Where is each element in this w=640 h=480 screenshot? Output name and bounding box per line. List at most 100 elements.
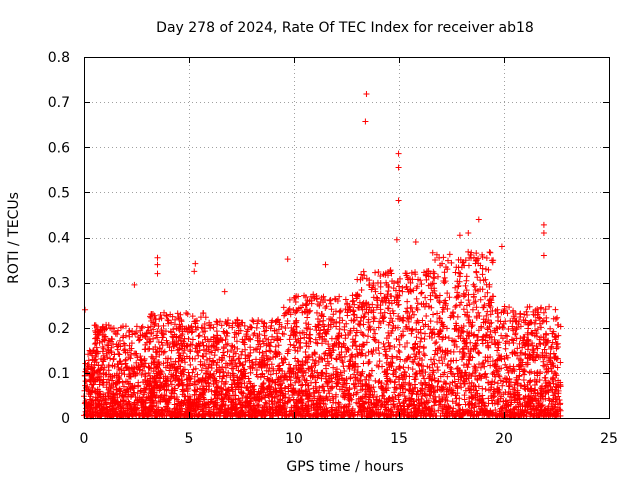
data-point bbox=[228, 347, 235, 354]
data-point bbox=[422, 369, 429, 376]
data-point bbox=[263, 361, 270, 368]
data-point bbox=[96, 381, 103, 388]
data-point bbox=[381, 346, 388, 353]
data-point bbox=[411, 401, 418, 408]
data-point bbox=[134, 354, 141, 361]
data-point bbox=[120, 393, 127, 400]
data-point bbox=[310, 389, 317, 396]
data-point bbox=[144, 380, 151, 387]
data-point bbox=[531, 320, 538, 327]
data-point bbox=[504, 310, 511, 317]
data-point bbox=[526, 354, 533, 361]
data-point bbox=[199, 402, 206, 409]
data-point bbox=[178, 341, 185, 348]
data-point bbox=[197, 358, 204, 365]
data-point bbox=[86, 388, 93, 395]
data-point bbox=[85, 400, 92, 407]
data-point bbox=[397, 356, 404, 363]
data-point bbox=[384, 269, 391, 276]
data-point bbox=[296, 388, 303, 395]
data-point bbox=[533, 343, 540, 350]
data-point bbox=[449, 310, 456, 317]
data-point bbox=[249, 411, 256, 418]
data-point bbox=[262, 399, 269, 406]
data-point bbox=[437, 327, 444, 334]
data-point bbox=[282, 356, 289, 363]
data-point bbox=[265, 340, 272, 347]
data-point bbox=[162, 398, 169, 405]
data-point bbox=[130, 369, 137, 376]
data-point bbox=[334, 380, 341, 387]
data-point bbox=[298, 382, 305, 389]
data-point bbox=[125, 354, 132, 361]
data-point bbox=[470, 281, 477, 288]
data-point bbox=[344, 345, 351, 352]
data-point bbox=[489, 400, 496, 407]
data-point bbox=[263, 400, 270, 407]
data-point bbox=[215, 410, 222, 417]
data-point bbox=[175, 346, 182, 353]
data-point bbox=[254, 391, 261, 398]
data-point bbox=[286, 373, 293, 380]
data-point bbox=[474, 274, 481, 281]
data-point bbox=[482, 403, 489, 410]
data-point bbox=[358, 346, 365, 353]
data-point bbox=[382, 271, 389, 278]
data-point bbox=[294, 392, 301, 399]
data-point bbox=[538, 408, 545, 415]
data-point bbox=[448, 366, 455, 373]
data-point bbox=[252, 361, 259, 368]
data-point bbox=[318, 355, 325, 362]
data-point bbox=[421, 352, 428, 359]
data-point bbox=[537, 403, 544, 410]
data-point bbox=[485, 379, 492, 386]
data-point bbox=[350, 311, 357, 318]
data-point bbox=[337, 369, 344, 376]
data-point bbox=[484, 289, 491, 296]
data-point bbox=[228, 365, 235, 372]
data-point bbox=[123, 378, 130, 385]
data-point bbox=[350, 297, 357, 304]
data-point bbox=[430, 311, 437, 318]
data-point bbox=[341, 394, 348, 401]
data-point bbox=[524, 397, 531, 404]
data-point bbox=[246, 390, 253, 397]
data-point bbox=[210, 370, 217, 377]
data-point bbox=[327, 397, 334, 404]
data-point bbox=[292, 347, 299, 354]
data-point bbox=[403, 283, 410, 290]
data-point bbox=[305, 408, 312, 415]
data-point bbox=[439, 321, 446, 328]
data-point bbox=[414, 306, 421, 313]
data-point bbox=[135, 363, 142, 370]
data-point bbox=[411, 371, 418, 378]
data-point bbox=[347, 307, 354, 314]
data-point bbox=[497, 395, 504, 402]
data-point bbox=[286, 305, 293, 312]
data-point bbox=[118, 324, 125, 331]
data-point bbox=[419, 407, 426, 414]
data-point bbox=[494, 317, 501, 324]
data-point bbox=[449, 371, 456, 378]
data-point bbox=[557, 359, 564, 366]
data-point bbox=[223, 408, 230, 415]
data-point bbox=[530, 311, 537, 318]
data-point bbox=[95, 362, 102, 369]
data-point bbox=[146, 372, 153, 379]
data-point bbox=[129, 383, 136, 390]
data-point bbox=[264, 355, 271, 362]
data-point bbox=[442, 264, 449, 271]
data-point bbox=[511, 395, 518, 402]
data-point bbox=[244, 326, 251, 333]
data-point bbox=[457, 335, 464, 342]
data-point bbox=[485, 317, 492, 324]
data-point bbox=[100, 376, 107, 383]
data-point bbox=[485, 300, 492, 307]
data-point bbox=[119, 402, 126, 409]
data-point bbox=[200, 310, 207, 317]
data-point bbox=[463, 277, 470, 284]
data-point bbox=[349, 343, 356, 350]
data-point bbox=[298, 397, 305, 404]
data-point bbox=[316, 384, 323, 391]
data-point bbox=[557, 400, 564, 407]
